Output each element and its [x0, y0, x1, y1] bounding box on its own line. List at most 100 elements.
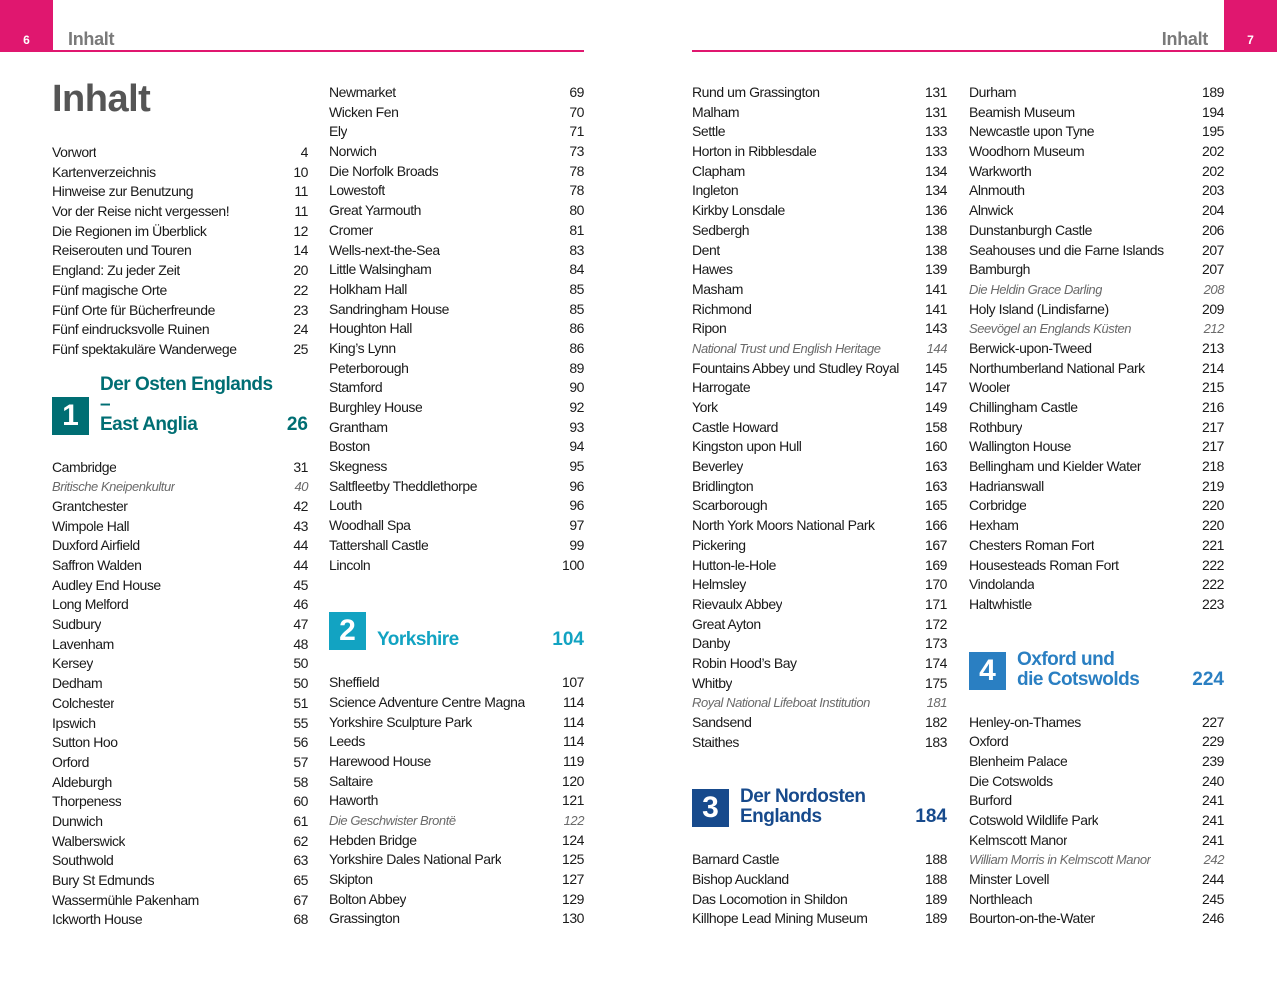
toc-entry: Dent 138 — [692, 241, 947, 261]
entry-title: Peterborough — [329, 359, 409, 376]
toc-entry: Fünf eindrucksvolle Ruinen 24 — [52, 320, 308, 340]
entry-title: Boston — [329, 438, 370, 455]
toc-entry: Durham 189 — [969, 83, 1224, 103]
chapter-page: 104 — [552, 629, 584, 651]
entry-page: 227 — [1201, 713, 1224, 730]
toc-entry: Dunwich 61 — [52, 812, 308, 832]
toc-entry: Bourton-on-the-Water 246 — [969, 909, 1224, 929]
entry-title: Alnmouth — [969, 182, 1025, 199]
chapter-title-line: Der Nordosten — [740, 786, 866, 808]
entry-title: Great Yarmouth — [329, 202, 422, 219]
toc-entry: Kelmscott Manor 241 — [969, 831, 1224, 851]
entry-title: Woodhorn Museum — [969, 143, 1085, 160]
entry-page: 167 — [924, 536, 947, 553]
toc-entry: Hebden Bridge 124 — [329, 831, 584, 851]
entry-page: 131 — [924, 103, 947, 120]
toc-entry: Louth 96 — [329, 496, 584, 516]
entry-title: Sandringham House — [329, 300, 449, 317]
toc-entry: Orford 57 — [52, 753, 308, 773]
chapter-title-line: Englands — [740, 806, 822, 828]
toc-entry: Ickworth House 68 — [52, 910, 308, 930]
toc-entry: Sutton Hoo 56 — [52, 733, 308, 753]
entry-page: 71 — [569, 123, 584, 140]
entry-page: 149 — [924, 399, 947, 415]
toc-entry: Die Geschwister Brontë 122 — [329, 811, 584, 831]
chapter-page: 224 — [1192, 668, 1224, 690]
toc-entry: Vor der Reise nicht vergessen! 11 — [52, 202, 308, 222]
entry-page: 207 — [1201, 241, 1224, 258]
entry-page: 12 — [293, 222, 308, 239]
entry-page: 212 — [1203, 321, 1225, 337]
entry-page: 85 — [569, 280, 584, 297]
page-tab: 7 — [1224, 0, 1277, 52]
chapter-heading: 4 Oxford und die Cotswolds 224 — [969, 649, 1224, 690]
entry-page: 244 — [1201, 871, 1224, 888]
toc-entry: Warkworth 202 — [969, 162, 1224, 182]
entry-title: Bolton Abbey — [329, 890, 407, 907]
entry-title: Die Norfolk Broads — [329, 162, 439, 179]
toc-entry: Skegness 95 — [329, 457, 584, 477]
entry-title: Long Melford — [52, 596, 129, 613]
entry-page: 163 — [924, 477, 947, 494]
toc-entry: Holy Island (Lindisfarne) 209 — [969, 300, 1224, 320]
toc-entry: Stamford 90 — [329, 378, 584, 398]
toc-entry: Rievaulx Abbey 171 — [692, 595, 947, 615]
toc-entry: Haltwhistle 223 — [969, 595, 1224, 615]
toc-entry: Boston 94 — [329, 437, 584, 457]
toc-entry: King’s Lynn 86 — [329, 339, 584, 359]
entry-page: 80 — [569, 202, 584, 219]
entry-title: Audley End House — [52, 576, 161, 593]
entry-page: 242 — [1203, 852, 1225, 868]
entry-title: Norwich — [329, 143, 377, 160]
entry-page: 195 — [1201, 123, 1224, 140]
toc-entry: Cambridge 31 — [52, 458, 308, 478]
toc-entry: Fünf magische Orte 22 — [52, 281, 308, 301]
entry-page: 189 — [1201, 84, 1224, 100]
toc-entry: Bishop Auckland 188 — [692, 870, 947, 890]
chapter-number: 3 — [692, 789, 729, 828]
toc-entry: Richmond 141 — [692, 300, 947, 320]
entry-title: Kelmscott Manor — [969, 831, 1068, 848]
entry-title: England: Zu jeder Zeit — [52, 262, 180, 279]
entry-page: 133 — [924, 143, 947, 160]
entry-title: Kersey — [52, 655, 93, 672]
toc-entry: Castle Howard 158 — [692, 418, 947, 438]
entry-title: Dunwich — [52, 812, 103, 829]
entry-page: 202 — [1201, 162, 1224, 179]
entry-page: 121 — [561, 792, 584, 809]
entry-title: Sedbergh — [692, 221, 750, 238]
entry-page: 130 — [561, 910, 584, 927]
entry-title: Staithes — [692, 733, 739, 750]
entry-page: 114 — [563, 733, 584, 750]
entry-page: 134 — [924, 182, 947, 199]
entry-title: Walberswick — [52, 832, 126, 849]
chapter-number: 1 — [52, 396, 89, 435]
entry-title: William Morris in Kelmscott Manor — [969, 852, 1151, 868]
entry-title: Beamish Museum — [969, 103, 1075, 120]
entry-page: 181 — [926, 695, 948, 711]
entry-title: Royal National Lifeboat Institution — [692, 695, 870, 711]
toc-entry: Clapham 134 — [692, 162, 947, 182]
toc-entry: Great Ayton 172 — [692, 615, 947, 635]
entry-page: 100 — [561, 556, 584, 573]
entry-page: 92 — [569, 399, 584, 415]
entry-page: 194 — [1201, 103, 1224, 120]
entry-title: Castle Howard — [692, 418, 778, 435]
toc-entry: Walberswick 62 — [52, 832, 308, 852]
toc-entry: Harewood House 119 — [329, 752, 584, 772]
entry-title: Leeds — [329, 733, 365, 750]
entry-page: 129 — [561, 890, 584, 907]
toc-entry: Royal National Lifeboat Institution 181 — [692, 693, 947, 713]
toc-entry: Hexham 220 — [969, 516, 1224, 536]
entry-title: Newmarket — [329, 84, 396, 100]
entry-page: 214 — [1201, 359, 1224, 376]
entry-title: Skipton — [329, 871, 373, 888]
entry-page: 69 — [569, 84, 584, 100]
entry-page: 11 — [294, 183, 308, 200]
entry-title: Barnard Castle — [692, 851, 780, 868]
entry-page: 96 — [569, 497, 584, 514]
entry-page: 65 — [293, 872, 308, 888]
toc-entry: Sandringham House 85 — [329, 300, 584, 320]
